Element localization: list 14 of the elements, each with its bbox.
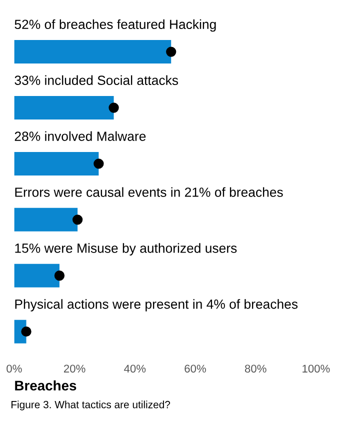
y-tick-label: 33% included Social attacks (14, 75, 178, 85)
caption: Figure 3. What tactics are utilized? (12, 400, 170, 410)
x-tick-label: 100% (302, 364, 330, 373)
y-tick-label: Errors were causal events in 21% of breaches (15, 187, 283, 197)
y-tick-label: 28% involved Malware (14, 131, 146, 141)
x-tick-label: 20% (64, 364, 86, 373)
y-tick-label: 15% were Misuse by authorized users (15, 243, 237, 256)
x-tick-label: 40% (124, 364, 146, 373)
x-tick-label: 0% (6, 364, 22, 373)
y-tick-label: Physical actions were present in 4% of breaches (15, 299, 298, 312)
y-tick-label: 52% of breaches featured Hacking (14, 19, 216, 32)
x-tick-label: 60% (184, 364, 206, 373)
x-axis-title: Breaches (15, 380, 76, 391)
x-tick-label: 80% (244, 364, 266, 373)
